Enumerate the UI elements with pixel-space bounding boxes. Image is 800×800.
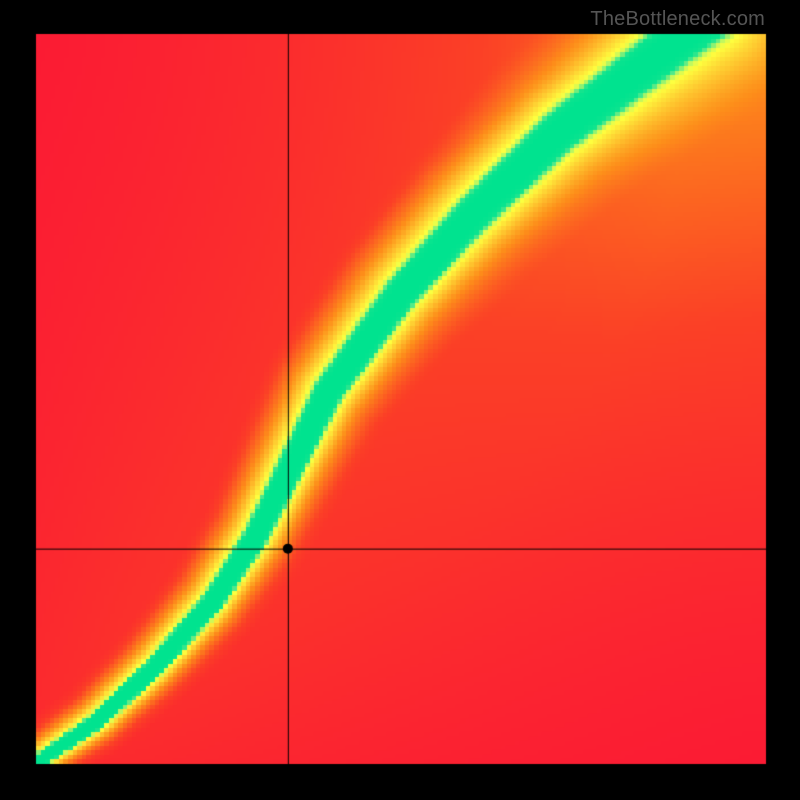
heatmap-canvas [0, 0, 800, 800]
chart-container: TheBottleneck.com [0, 0, 800, 800]
watermark-text: TheBottleneck.com [590, 8, 765, 31]
